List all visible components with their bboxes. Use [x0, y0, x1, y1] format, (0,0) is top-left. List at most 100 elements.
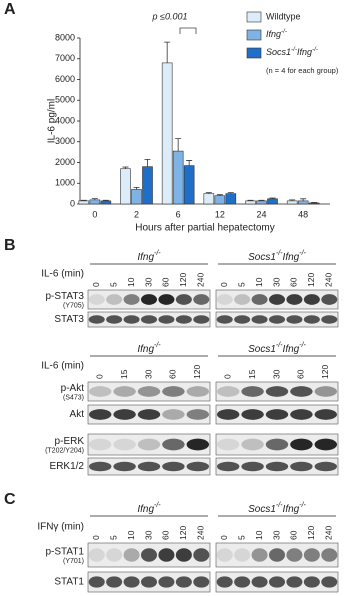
band [162, 409, 185, 420]
error-bar [216, 194, 223, 196]
y-tick-label: 0 [70, 198, 75, 208]
x-tick-label: 48 [298, 209, 308, 219]
band [186, 409, 210, 420]
legend-label: Socs1-/-Ifng-/- [266, 46, 318, 57]
row-sublabel: (S473) [63, 394, 84, 401]
band [113, 438, 136, 451]
band [158, 315, 175, 324]
bar [120, 168, 131, 205]
lane-label: 5 [108, 282, 118, 287]
legend-swatch [246, 29, 262, 41]
lane-label: 30 [143, 277, 153, 287]
lane-label: 60 [161, 277, 171, 287]
bracket [179, 27, 197, 34]
error-bar [289, 199, 296, 201]
band [251, 294, 268, 305]
band [321, 548, 338, 562]
band [123, 548, 140, 562]
error-bar [258, 199, 265, 201]
band [162, 461, 185, 472]
band [234, 576, 251, 588]
band [290, 438, 313, 451]
band [175, 576, 192, 588]
row-label: p-STAT3 [45, 291, 84, 302]
bar [100, 200, 112, 205]
lane-label: 5 [236, 535, 246, 540]
row-label: STAT1 [54, 577, 84, 588]
lane-label: 0 [219, 282, 229, 287]
lane-label: 0 [91, 535, 101, 540]
band [162, 386, 185, 397]
band [123, 294, 140, 305]
band [106, 315, 123, 324]
lane-label: 60 [289, 530, 299, 540]
band [265, 438, 289, 451]
band [251, 315, 268, 324]
band [186, 461, 210, 472]
treatment-label: IFNγ (min) [37, 522, 84, 533]
bar [267, 198, 278, 205]
band [241, 461, 264, 472]
band [137, 409, 161, 420]
error-bar [269, 197, 276, 199]
band [290, 461, 313, 472]
band [216, 548, 233, 562]
band [216, 409, 240, 420]
x-tick-label: 12 [215, 209, 225, 219]
band [106, 576, 123, 588]
group-label: Ifng-/- [137, 250, 161, 262]
lane-label: 0 [94, 374, 104, 379]
lane-label: 10 [126, 530, 136, 540]
lane-label: 30 [271, 369, 281, 379]
lane-label: 10 [254, 277, 264, 287]
band [158, 294, 175, 305]
panel-label: C [4, 491, 16, 508]
error-bar [144, 158, 151, 167]
band [241, 438, 264, 451]
band [175, 294, 192, 305]
y-tick-label: 7000 [55, 53, 75, 63]
error-bar [122, 166, 129, 169]
band [216, 461, 240, 472]
bar [78, 200, 90, 205]
band [158, 576, 175, 588]
bar [131, 189, 142, 205]
x-axis-label: Hours after partial hepatectomy [135, 223, 275, 234]
group-label: Socs1-/-Ifng-/- [248, 250, 306, 262]
error-bar [91, 198, 98, 200]
lane-label: 10 [254, 530, 264, 540]
band [88, 438, 112, 451]
error-bar [227, 192, 234, 194]
bar [203, 193, 215, 205]
band [303, 548, 320, 562]
y-tick-label: 8000 [55, 32, 75, 42]
lane-label: 30 [143, 530, 153, 540]
band [290, 409, 313, 420]
legend-label: Wildtype [266, 11, 301, 21]
band [251, 576, 268, 588]
band [88, 548, 105, 562]
band [88, 294, 105, 305]
bar [183, 165, 195, 205]
row-label: p-ERK [55, 436, 85, 447]
row-label: STAT3 [54, 314, 84, 325]
band [216, 386, 240, 397]
blot-background [87, 381, 211, 402]
band [88, 576, 105, 588]
lane-label: 240 [196, 273, 206, 287]
lane-label: 120 [306, 273, 316, 287]
band [216, 576, 233, 588]
band [88, 386, 112, 397]
lane-label: 30 [143, 369, 153, 379]
band [241, 386, 264, 397]
lane-label: 120 [320, 365, 330, 379]
y-tick-label: 3000 [55, 136, 75, 146]
lane-label: 240 [324, 273, 334, 287]
y-tick-label: 2000 [55, 157, 75, 167]
band [314, 386, 338, 397]
band [123, 315, 140, 324]
y-axis-label: IL-6 pg/ml [47, 99, 58, 143]
error-bar [102, 199, 109, 201]
band [286, 548, 303, 562]
